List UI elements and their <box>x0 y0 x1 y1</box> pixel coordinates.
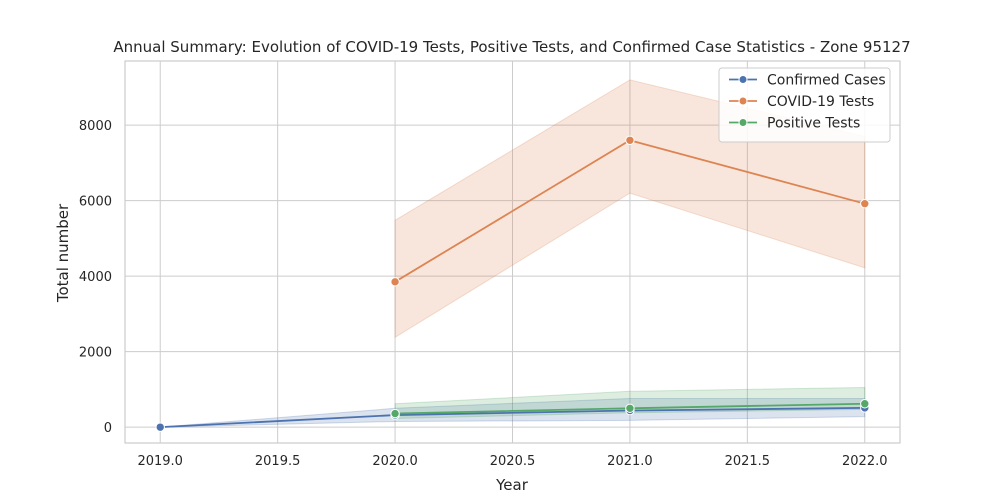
y-tick-label: 0 <box>104 421 112 436</box>
legend-box <box>718 67 891 143</box>
x-tick-label: 2022.0 <box>842 454 888 469</box>
y-tick-label: 4000 <box>79 270 112 285</box>
legend-label-confirmed-cases: Confirmed Cases <box>767 73 886 89</box>
legend-marker-positive-tests <box>738 118 748 127</box>
x-tick-label: 2021.0 <box>607 454 653 469</box>
chart-title: Annual Summary: Evolution of COVID-19 Te… <box>113 38 910 56</box>
x-tick-label: 2021.5 <box>725 454 771 469</box>
covid-19-tests-point <box>860 198 870 209</box>
x-tick-label: 2019.0 <box>137 454 183 469</box>
positive-tests-point <box>625 403 635 413</box>
positive-tests-point <box>860 399 870 409</box>
legend-marker-confirmed-cases <box>738 75 748 84</box>
x-tick-label: 2019.5 <box>255 454 301 469</box>
confirmed-cases-point <box>155 422 165 432</box>
y-tick-label: 6000 <box>79 195 112 210</box>
legend: Confirmed Cases COVID-19 Tests Positive Te… <box>718 67 891 143</box>
legend-label-covid-19-tests: COVID-19 Tests <box>767 94 874 110</box>
covid-19-tests-point <box>390 277 400 287</box>
x-axis-ticks: 2019.0 2019.5 2020.0 2020.5 2021.0 2021.5 2022… <box>137 454 887 469</box>
series-markers <box>155 135 870 432</box>
y-tick-label: 2000 <box>79 346 112 361</box>
positive-tests-point <box>390 408 400 419</box>
y-tick-label: 8000 <box>79 119 112 134</box>
covid-19-tests-point <box>625 135 635 145</box>
y-axis-ticks: 0 2000 4000 6000 8000 <box>79 119 112 436</box>
plot-frame <box>124 60 901 444</box>
x-tick-label: 2020.5 <box>490 454 536 469</box>
legend-marker-covid-19-tests <box>738 96 748 106</box>
x-tick-label: 2020.0 <box>372 454 418 469</box>
y-axis-label: Total number <box>54 203 72 303</box>
legend-label-positive-tests: Positive Tests <box>767 116 860 132</box>
x-axis-label: Year <box>495 476 529 494</box>
confirmed-cases-line <box>160 406 865 429</box>
covid-19-tests-confidence-band <box>394 79 866 339</box>
